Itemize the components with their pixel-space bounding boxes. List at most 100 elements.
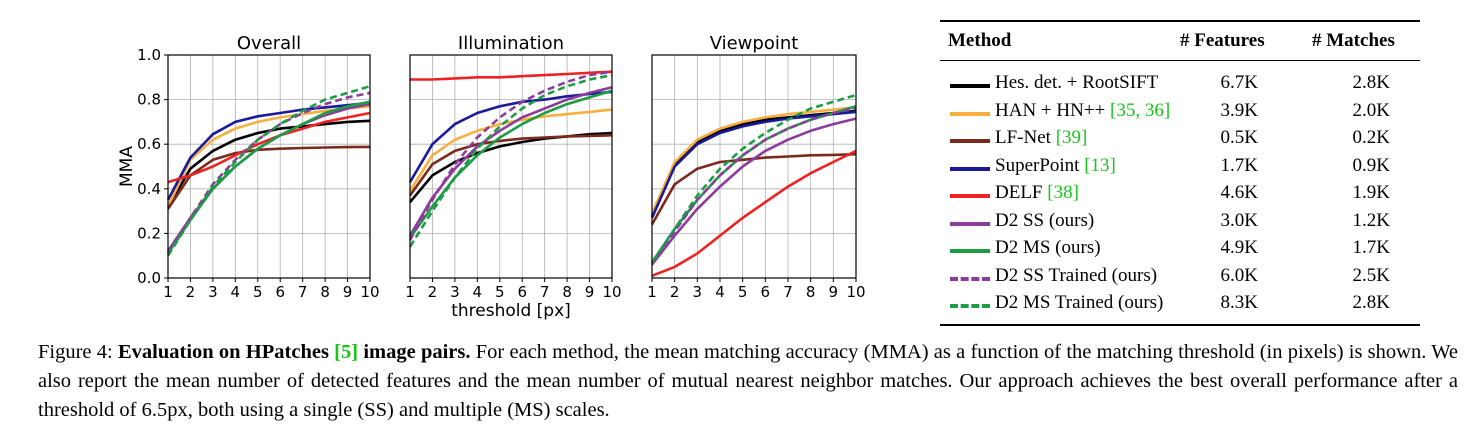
y-tick-label: 0.4: [137, 180, 161, 198]
results-table: Method # Features # Matches Hes. det. + …: [940, 20, 1420, 326]
features-value: 4.9K: [1220, 237, 1258, 258]
method-name: LF-Net [39]: [995, 127, 1087, 149]
y-axis-label: MMA: [117, 146, 137, 187]
series-line: [408, 89, 613, 239]
features-value: 1.7K: [1220, 154, 1258, 176]
x-tick-label: 3: [450, 283, 460, 301]
features-value: 3.0K: [1220, 209, 1258, 231]
method-label: LF-Net: [995, 127, 1056, 148]
x-tick-label: 1: [647, 283, 657, 301]
matches-value: 2.5K: [1352, 264, 1390, 286]
y-tick-label: 0.6: [137, 135, 161, 153]
series-line: [650, 105, 857, 264]
legend-swatch: [950, 139, 990, 143]
x-tick-label: 2: [670, 283, 680, 301]
x-tick-label: 10: [602, 283, 621, 301]
series-line: [409, 131, 613, 204]
table-row: Hes. det. + RootSIFT 6.7K 2.8K: [940, 70, 1420, 97]
method-name: D2 MS Trained (ours): [995, 292, 1163, 314]
series-line: [166, 119, 371, 208]
x-tick-label: 9: [829, 283, 839, 301]
method-name: SuperPoint [13]: [995, 155, 1116, 177]
method-label: D2 MS (ours): [995, 237, 1101, 258]
series-line: [651, 149, 857, 278]
plot-frame: [409, 54, 613, 279]
table-row: HAN + HN++ [35, 36] 3.9K 2.0K: [940, 98, 1420, 125]
caption-bold-b: image pairs.: [358, 341, 471, 363]
series-line: [408, 108, 613, 192]
col-header-matches: # Matches: [1312, 30, 1395, 51]
figure-caption: Figure 4: Evaluation on HPatches [5] ima…: [38, 338, 1458, 425]
citation-link[interactable]: [35, 36]: [1110, 99, 1171, 121]
x-tick-label: 6: [517, 283, 527, 301]
x-tick-label: 9: [585, 283, 595, 301]
series-line: [650, 107, 857, 266]
x-tick-label: 3: [208, 283, 218, 301]
panel-title: Illumination: [458, 33, 564, 54]
series-line: [166, 145, 371, 210]
caption-ref-link[interactable]: [5]: [334, 341, 359, 363]
citation-link[interactable]: [39]: [1055, 127, 1088, 148]
method-label: D2 MS Trained (ours): [995, 292, 1164, 313]
features-value: 4.6K: [1220, 182, 1258, 203]
x-tick-label: 5: [738, 283, 748, 301]
series-line: [408, 134, 613, 197]
y-tick-label: 0.2: [137, 224, 161, 242]
matches-value: 0.9K: [1352, 154, 1390, 176]
legend-swatch: [950, 194, 990, 198]
citation-link[interactable]: [13]: [1084, 154, 1116, 176]
legend-swatch: [950, 221, 990, 226]
method-label: Hes. det. + RootSIFT: [995, 72, 1159, 93]
method-name: D2 SS (ours): [995, 210, 1094, 232]
legend-swatch: [950, 276, 990, 281]
legend-swatch: [950, 304, 990, 308]
features-value: 8.3K: [1220, 292, 1258, 313]
col-header-features: # Features: [1180, 30, 1265, 51]
x-tick-label: 1: [163, 283, 173, 301]
y-tick-label: 1.0: [137, 46, 161, 64]
matches-value: 1.7K: [1352, 237, 1390, 258]
series-line: [650, 106, 857, 214]
panel-title: Viewpoint: [710, 33, 799, 54]
table-row: D2 SS (ours) 3.0K 1.2K: [940, 208, 1420, 235]
series-line: [166, 101, 371, 201]
table-row: DELF [38] 4.6K 1.9K: [940, 180, 1420, 207]
x-tick-label: 6: [275, 283, 285, 301]
x-tick-label: 4: [715, 283, 725, 301]
method-label: SuperPoint: [995, 154, 1085, 176]
x-tick-label: 6: [761, 283, 771, 301]
plot-frame: [651, 54, 857, 279]
x-tick-label: 5: [253, 283, 263, 301]
caption-text: For each method, the mean matching accur…: [38, 341, 1459, 421]
legend-swatch: [950, 249, 990, 253]
features-value: 6.0K: [1220, 264, 1258, 286]
x-tick-label: 8: [562, 283, 572, 301]
x-axis-label: threshold [px]: [451, 301, 571, 321]
x-tick-label: 7: [298, 283, 308, 301]
series-line: [166, 84, 371, 257]
x-tick-label: 2: [186, 283, 196, 301]
x-tick-label: 5: [495, 283, 505, 301]
x-tick-label: 4: [231, 283, 241, 301]
method-label: DELF: [995, 182, 1048, 203]
legend-swatch: [950, 111, 990, 116]
caption-bold-a: Evaluation on HPatches: [117, 341, 335, 363]
table-row: D2 MS (ours) 4.9K 1.7K: [940, 235, 1420, 262]
series-line: [650, 117, 857, 266]
matches-value: 1.9K: [1352, 182, 1390, 203]
citation-link[interactable]: [38]: [1047, 182, 1079, 203]
matches-value: 1.2K: [1352, 209, 1390, 231]
plot-frame: [167, 54, 371, 279]
method-label: D2 SS Trained (ours): [995, 264, 1158, 286]
caption-prefix: Figure 4:: [38, 341, 118, 363]
series-line: [166, 100, 371, 255]
features-value: 6.7K: [1220, 72, 1258, 93]
x-tick-label: 3: [693, 283, 703, 301]
x-tick-label: 7: [783, 283, 793, 301]
series-line: [166, 91, 371, 252]
col-header-method: Method: [948, 30, 1012, 51]
matches-value: 2.8K: [1352, 72, 1390, 93]
matches-value: 0.2K: [1352, 127, 1390, 148]
series-line: [650, 93, 857, 264]
table-row: LF-Net [39] 0.5K 0.2K: [940, 125, 1420, 152]
